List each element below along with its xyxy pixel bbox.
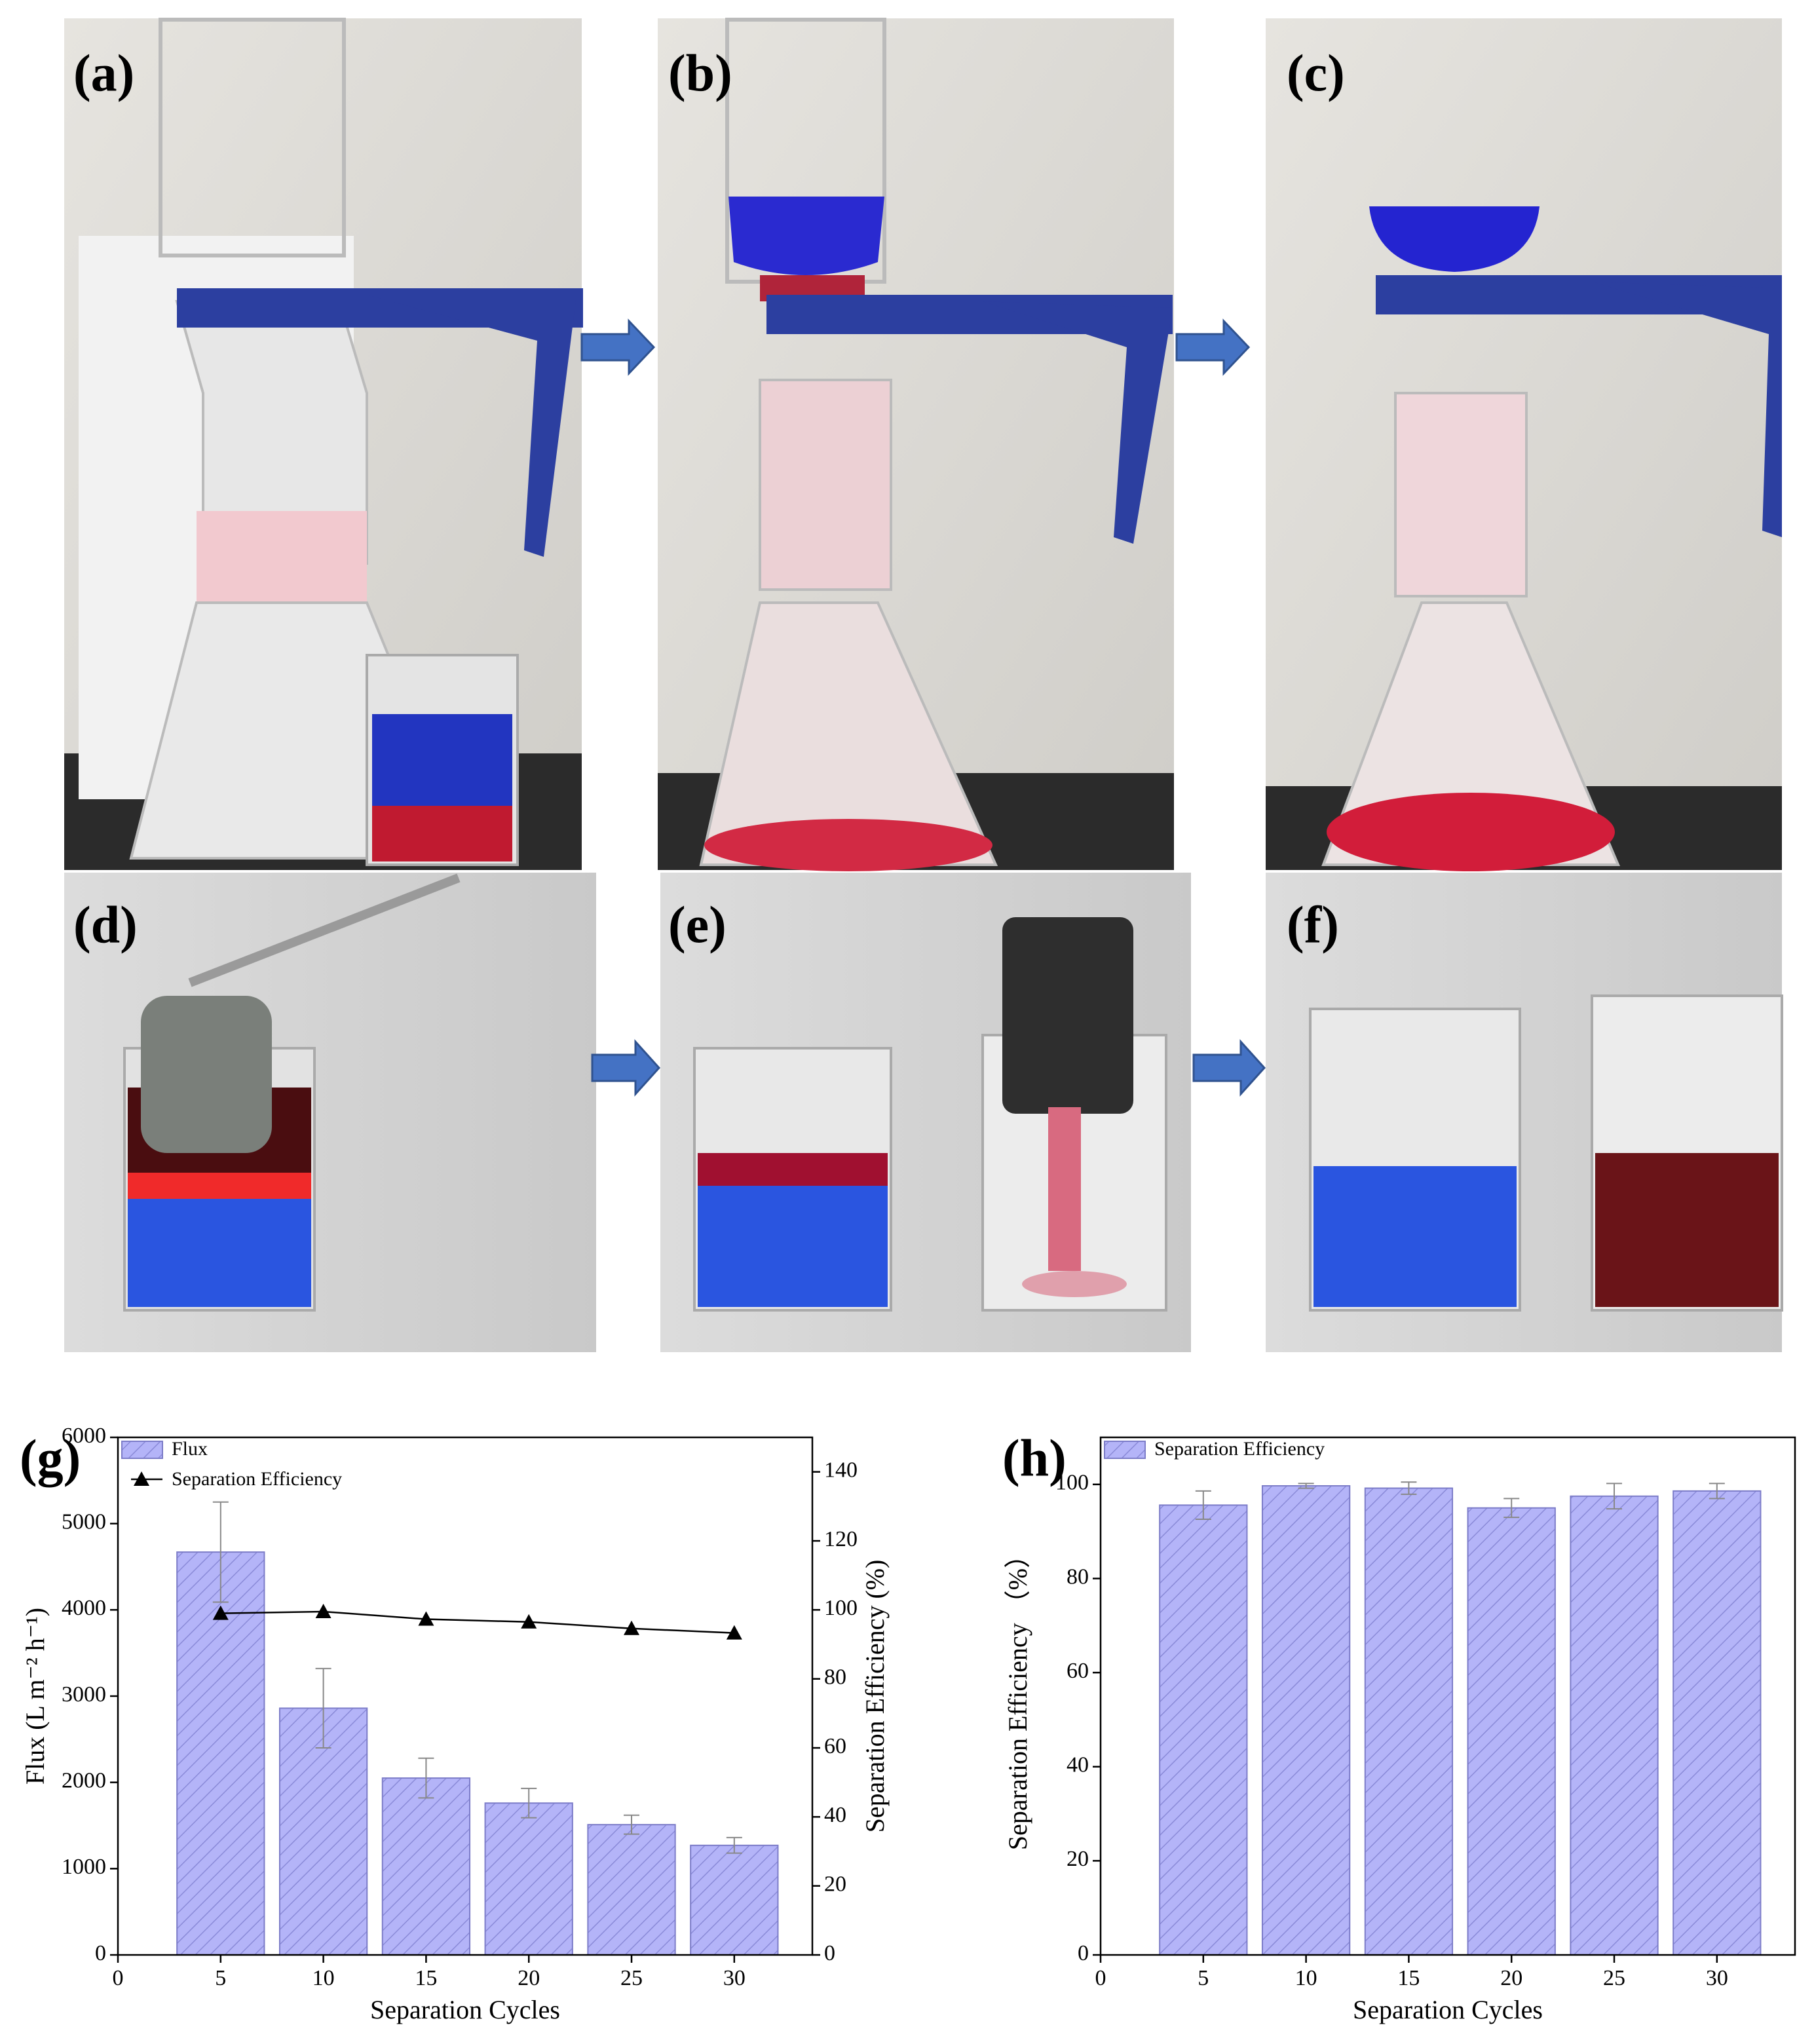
y-tick-label: 80 [1067,1564,1089,1589]
x-tick-label: 15 [1397,1966,1420,1990]
y-tick-label: 3000 [62,1682,106,1707]
y-tick-label: 6000 [62,1424,106,1448]
y2-tick-label: 40 [824,1803,846,1827]
bar [484,1802,573,1956]
marker [418,1611,434,1626]
x-tick-label: 20 [518,1966,540,1990]
marker [315,1603,331,1618]
y-axis-title: Flux (L m⁻² h⁻¹) [20,1608,50,1785]
y-tick-label: 0 [1078,1941,1089,1965]
error-bar [418,1757,434,1799]
y-tick-label: 0 [95,1941,106,1965]
panel-label: (b) [668,45,732,102]
y-axis-title: Separation Efficiency （%） [1003,1542,1032,1850]
error-bar [315,1667,331,1749]
y-tick-label: 100 [1055,1471,1089,1495]
x-tick-label: 0 [1095,1966,1106,1990]
error-bar [212,1501,229,1603]
y-tick-label: 40 [1067,1753,1089,1777]
y-tick-label: 20 [1067,1847,1089,1871]
y2-tick-label: 20 [824,1872,846,1896]
y-tick-label: 60 [1067,1659,1089,1683]
bar [587,1824,676,1956]
bar [1261,1485,1351,1956]
error-bar [1401,1481,1417,1495]
photo-f [1266,873,1783,1352]
bar [278,1707,368,1956]
arrows [580,318,1266,1097]
x-tick-label: 5 [1198,1966,1209,1990]
bar [1364,1487,1454,1956]
photo-b [658,18,1174,871]
error-bar [1195,1490,1211,1520]
photo-c [1266,18,1782,871]
plot-frame [1099,1436,1796,1956]
photo-d [64,873,596,1352]
y2-tick-label: 60 [824,1734,846,1758]
x-tick-label: 30 [723,1966,746,1990]
bar [1672,1490,1762,1956]
x-tick-label: 0 [113,1966,124,1990]
y2-tick-label: 80 [824,1665,846,1689]
legend-swatch [121,1441,163,1459]
marker [212,1605,229,1620]
x-tick-label: 15 [415,1966,437,1990]
marker [624,1620,640,1635]
y-tick-label: 5000 [62,1509,106,1534]
legend-label: Separation Efficiency [1154,1438,1325,1460]
marker [521,1614,537,1629]
photo-e [660,873,1191,1352]
legend-swatch [1104,1441,1146,1459]
legend-label: Separation Efficiency [172,1468,342,1490]
y-tick-label: 1000 [62,1855,106,1879]
line [220,1610,734,1634]
y-tick-label: 4000 [62,1596,106,1620]
panel-label: (d) [73,896,138,954]
error-bar [726,1836,742,1854]
panel-label: (c) [1287,45,1345,102]
y2-tick-label: 0 [824,1941,835,1965]
panel-label: (h) [1002,1429,1067,1487]
y2-tick-label: 120 [824,1527,858,1551]
bar [1570,1495,1659,1956]
panel-label: (e) [668,896,727,954]
error-bar [1503,1498,1520,1519]
error-bar [1709,1483,1725,1500]
x-tick-label: 25 [1603,1966,1625,1990]
error-bar [1298,1483,1314,1489]
panel-label: (g) [20,1429,81,1487]
legend-label: Flux [172,1438,208,1460]
x-axis-title: Separation Cycles [1353,1995,1543,2024]
bar [1159,1504,1248,1956]
error-bar [624,1814,640,1835]
legend-marker [134,1471,149,1486]
x-tick-label: 10 [312,1966,335,1990]
panel-label: (f) [1287,896,1339,954]
x-tick-label: 10 [1295,1966,1317,1990]
y-tick-label: 2000 [62,1768,106,1792]
y2-tick-label: 100 [824,1596,858,1620]
y2-axis-title: Separation Efficiency (%) [860,1560,890,1833]
x-tick-label: 20 [1500,1966,1522,1990]
error-bar [521,1787,537,1819]
bar [690,1844,779,1956]
bar [1467,1507,1556,1956]
error-bar [1606,1483,1623,1510]
x-tick-label: 5 [215,1966,226,1990]
panel-label: (a) [73,45,134,102]
x-axis-title: Separation Cycles [370,1995,560,2024]
marker [726,1625,742,1640]
x-tick-label: 30 [1706,1966,1728,1990]
y2-tick-label: 140 [824,1458,858,1482]
x-tick-label: 25 [620,1966,643,1990]
bar [381,1777,471,1956]
photo-a [64,18,583,870]
